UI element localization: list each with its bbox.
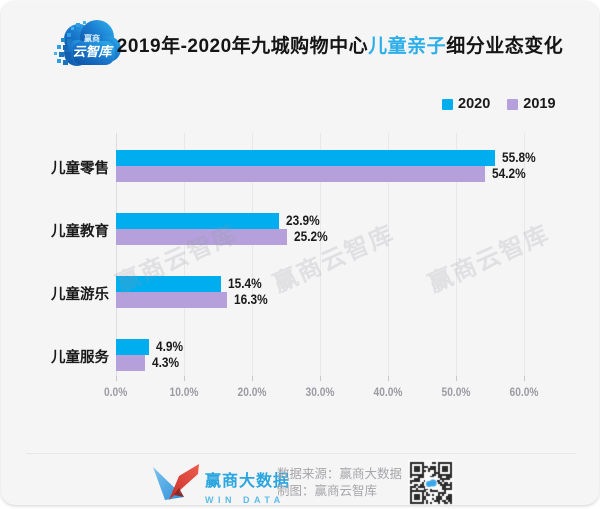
bar-2019-cat3 (116, 355, 145, 371)
gridline-40.0% (388, 133, 389, 376)
gridline-0.0% (116, 133, 117, 376)
value-label-2019-cat1: 25.2% (294, 229, 328, 244)
cloud-logo-text-small: 赢商 (84, 33, 100, 43)
bar-2019-cat0 (116, 166, 485, 182)
value-label-2019-cat0: 54.2% (492, 166, 526, 181)
gridline-10.0% (184, 133, 185, 376)
gridline-30.0% (320, 133, 321, 376)
legend-swatch-2020 (442, 98, 453, 110)
x-tick-label: 50.0% (441, 385, 471, 399)
qr-code-icon (408, 460, 454, 505)
gridline-60.0% (524, 133, 525, 376)
gridline-20.0% (252, 133, 253, 376)
cloud-shape (54, 20, 121, 66)
watermark-text-2: 赢商云智库 (424, 220, 555, 299)
bar-2020-cat3 (116, 339, 149, 355)
category-label: 儿童服务 (51, 350, 109, 366)
footer-divider (26, 453, 576, 454)
axis-tick (388, 376, 389, 381)
x-tick-label: 40.0% (373, 385, 403, 399)
axis-tick (116, 376, 117, 381)
axis-tick (184, 376, 185, 381)
title-highlight: 儿童亲子 (368, 36, 447, 57)
legend-item-2020: 2020 (442, 96, 490, 112)
value-label-2020-cat2: 15.4% (228, 276, 262, 291)
legend-label-2020: 2020 (458, 96, 491, 112)
x-tick-label: 30.0% (305, 385, 335, 399)
cloud-logo: 赢商 云智库 (54, 20, 121, 66)
title-prefix: 2019年-2020年九城购物中心 (116, 36, 369, 57)
category-label: 儿童教育 (51, 224, 109, 240)
windata-logo (153, 464, 199, 500)
x-tick-label: 60.0% (509, 385, 539, 399)
axis-tick (252, 376, 253, 381)
bar-2019-cat2 (116, 292, 227, 308)
value-label-2019-cat3: 4.3% (152, 355, 180, 370)
title-suffix: 细分业态变化 (446, 36, 564, 57)
axis-tick (524, 376, 525, 381)
gridline-50.0% (456, 133, 457, 376)
legend-item-2019: 2019 (507, 96, 556, 112)
windata-sub: WIN DATA (205, 495, 285, 505)
x-tick-label: 10.0% (169, 385, 199, 399)
bar-2020-cat2 (116, 276, 221, 292)
windata-brand: 赢商大数据 WIN DATA (205, 467, 290, 505)
source-note: 数据来源：赢商大数据 制图：赢商云智库 (277, 466, 402, 500)
category-label: 儿童零售 (51, 161, 109, 177)
windata-name: 赢商大数据 (205, 473, 291, 490)
x-tick-label: 20.0% (237, 385, 267, 399)
chart-legend: 2020 2019 (442, 96, 556, 112)
cloud-logo-text-main: 云智库 (72, 44, 114, 59)
x-tick-label: 0.0% (104, 385, 128, 399)
bar-2020-cat0 (116, 150, 495, 166)
legend-swatch-2019 (507, 98, 519, 110)
value-label-2020-cat3: 4.9% (156, 339, 184, 354)
value-label-2020-cat0: 55.8% (502, 150, 536, 165)
value-label-2019-cat2: 16.3% (234, 292, 268, 307)
legend-label-2019: 2019 (523, 96, 556, 112)
source-line2: 制图：赢商云智库 (277, 484, 378, 498)
page-title: 2019年-2020年九城购物中心儿童亲子细分业态变化 (91, 31, 589, 58)
bar-2020-cat1 (116, 213, 279, 229)
bar-2019-cat1 (116, 229, 287, 245)
category-label: 儿童游乐 (51, 287, 109, 303)
axis-tick (320, 376, 321, 381)
axis-tick (456, 376, 457, 381)
value-label-2020-cat1: 23.9% (286, 213, 320, 228)
source-line1: 数据来源：赢商大数据 (277, 467, 403, 481)
